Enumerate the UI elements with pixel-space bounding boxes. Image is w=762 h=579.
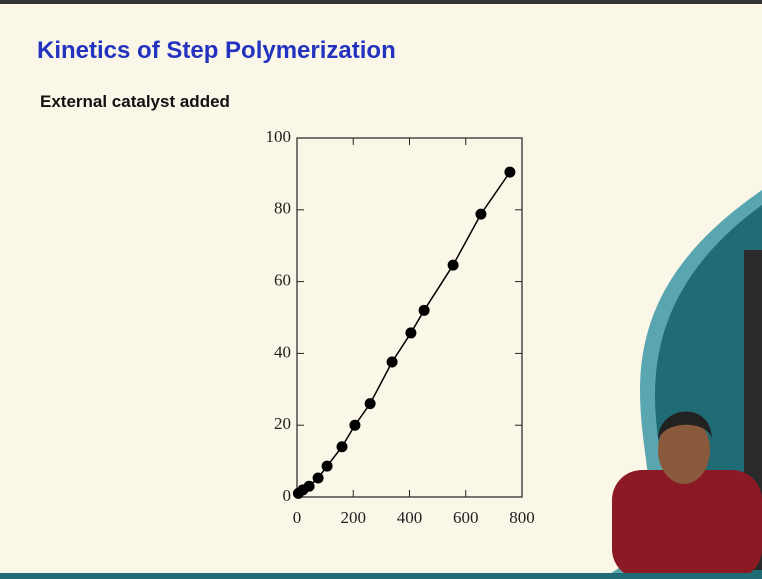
data-point xyxy=(475,209,486,220)
y-tick-label: 40 xyxy=(274,342,291,361)
x-tick-label: 0 xyxy=(293,508,302,527)
x-tick-label: 800 xyxy=(509,508,535,527)
y-tick-label: 0 xyxy=(283,486,292,505)
top-border xyxy=(0,0,762,4)
page: Kinetics of Step Polymerization External… xyxy=(0,0,762,579)
x-tick-label: 200 xyxy=(341,508,367,527)
bottom-border xyxy=(0,573,762,579)
data-point xyxy=(337,441,348,452)
data-point xyxy=(448,260,459,271)
y-tick-label: 20 xyxy=(274,414,291,433)
slide: Kinetics of Step Polymerization External… xyxy=(0,0,762,579)
data-point xyxy=(504,167,515,178)
data-point xyxy=(313,472,324,483)
data-point xyxy=(419,305,430,316)
x-tick-label: 600 xyxy=(453,508,479,527)
data-point xyxy=(349,420,360,431)
data-point xyxy=(322,461,333,472)
data-point xyxy=(405,327,416,338)
data-point xyxy=(387,357,398,368)
speaker-body xyxy=(612,470,762,579)
y-tick-label: 80 xyxy=(274,199,291,218)
data-point xyxy=(304,481,315,492)
y-tick-label: 60 xyxy=(274,271,291,290)
slide-title: Kinetics of Step Polymerization xyxy=(37,37,396,64)
slide-subtitle: External catalyst added xyxy=(40,92,230,111)
y-tick-label: 100 xyxy=(266,127,292,146)
x-tick-label: 400 xyxy=(397,508,423,527)
data-point xyxy=(365,398,376,409)
